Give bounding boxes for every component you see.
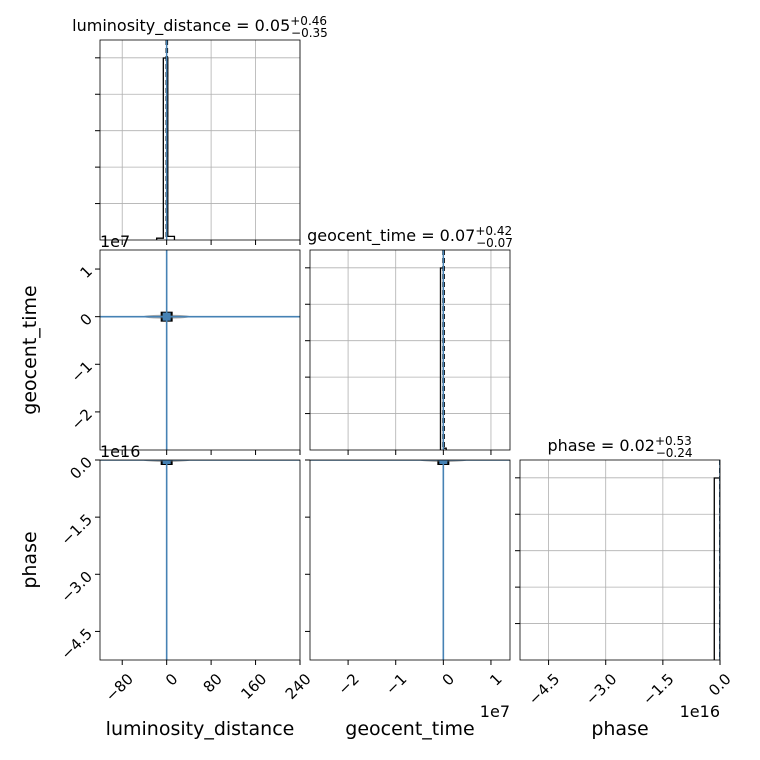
panel-border (309, 459, 511, 661)
panel-border (99, 459, 301, 661)
panel-background (310, 250, 510, 450)
title-upper-error: +0.46 (290, 14, 327, 28)
title-lower-error: −0.24 (656, 446, 693, 460)
panel-phase-vs-phase: phase = 0.02+0.53 −0.24 (515, 434, 721, 665)
x-tick-label-luminosity_distance: 0 (162, 670, 181, 689)
panel-border (99, 249, 301, 451)
y-tick-label-phase: −3.0 (58, 568, 96, 606)
panel-title-phase: phase = 0.02+0.53 −0.24 (547, 434, 692, 460)
truth-marker (162, 460, 171, 464)
panel-phase-vs-luminosity_distance (95, 459, 301, 665)
title-upper-error: +0.53 (655, 434, 692, 448)
title-lower-error: −0.35 (291, 26, 328, 40)
panel-border (309, 249, 511, 451)
x-tick-label-luminosity_distance: 240 (282, 670, 315, 703)
truth-marker (162, 312, 171, 321)
x-tick-label-geocent_time: 0 (439, 670, 458, 689)
panel-background (520, 460, 720, 660)
y-tick-label-phase: 0.0 (66, 453, 96, 483)
panel-title-luminosity_distance: luminosity_distance = 0.05+0.46 −0.35 (72, 14, 328, 40)
panel-geocent_time-vs-geocent_time: geocent_time = 0.07+0.42 −0.07 (305, 224, 513, 455)
panel-background (100, 40, 300, 240)
x-tick-label-luminosity_distance: 80 (200, 670, 226, 696)
y-tick-label-phase: −1.5 (58, 510, 96, 548)
x-tick-label-luminosity_distance: 160 (237, 670, 270, 703)
x-tick-label-phase: −3.0 (582, 670, 620, 708)
panel-geocent_time-vs-luminosity_distance (95, 249, 301, 455)
x-tick-label-geocent_time: 1 (486, 670, 505, 689)
x-tick-label-geocent_time: −1 (382, 670, 410, 698)
x-tick-label-geocent_time: −2 (334, 670, 362, 698)
title-text: luminosity_distance = 0.05 (72, 16, 290, 36)
y-tick-label-phase: −4.5 (58, 625, 96, 663)
title-text: phase = 0.02 (547, 436, 654, 455)
panel-background (100, 250, 300, 450)
x-tick-label-phase: −4.5 (525, 670, 563, 708)
panel-border (519, 459, 721, 661)
histogram-steps (713, 477, 720, 660)
y-axis-label-phase: phase (19, 531, 41, 588)
title-text: geocent_time = 0.07 (307, 226, 475, 246)
x-axis-label-geocent_time: geocent_time (345, 718, 474, 740)
x-axis-label-phase: phase (591, 718, 648, 740)
panel-phase-vs-geocent_time (305, 459, 511, 665)
panel-luminosity_distance-vs-luminosity_distance: luminosity_distance = 0.05+0.46 −0.35 (72, 14, 328, 245)
x-axis-offset-phase: 1e16 (680, 702, 720, 721)
x-axis-label-luminosity_distance: luminosity_distance (106, 718, 295, 740)
truth-marker (439, 460, 448, 464)
title-lower-error: −0.07 (476, 236, 513, 250)
panel-background (310, 460, 510, 660)
panel-border (99, 39, 301, 241)
x-tick-label-phase: −1.5 (639, 670, 677, 708)
y-axis-label-geocent_time: geocent_time (19, 285, 41, 414)
x-tick-label-phase: 0.0 (705, 670, 735, 700)
x-axis-offset-geocent_time: 1e7 (480, 702, 510, 721)
y-tick-label-geocent_time: −1 (68, 358, 96, 386)
panel-title-geocent_time: geocent_time = 0.07+0.42 −0.07 (307, 224, 513, 250)
y-axis-offset-geocent_time: 1e7 (100, 232, 130, 251)
y-tick-label-geocent_time: 1 (77, 262, 96, 281)
y-axis-offset-phase: 1e16 (100, 442, 140, 461)
title-upper-error: +0.42 (475, 224, 512, 238)
y-tick-label-geocent_time: 0 (77, 310, 96, 329)
y-tick-label-geocent_time: −2 (68, 405, 96, 433)
panel-background (100, 460, 300, 660)
x-tick-label-luminosity_distance: −80 (102, 670, 137, 705)
